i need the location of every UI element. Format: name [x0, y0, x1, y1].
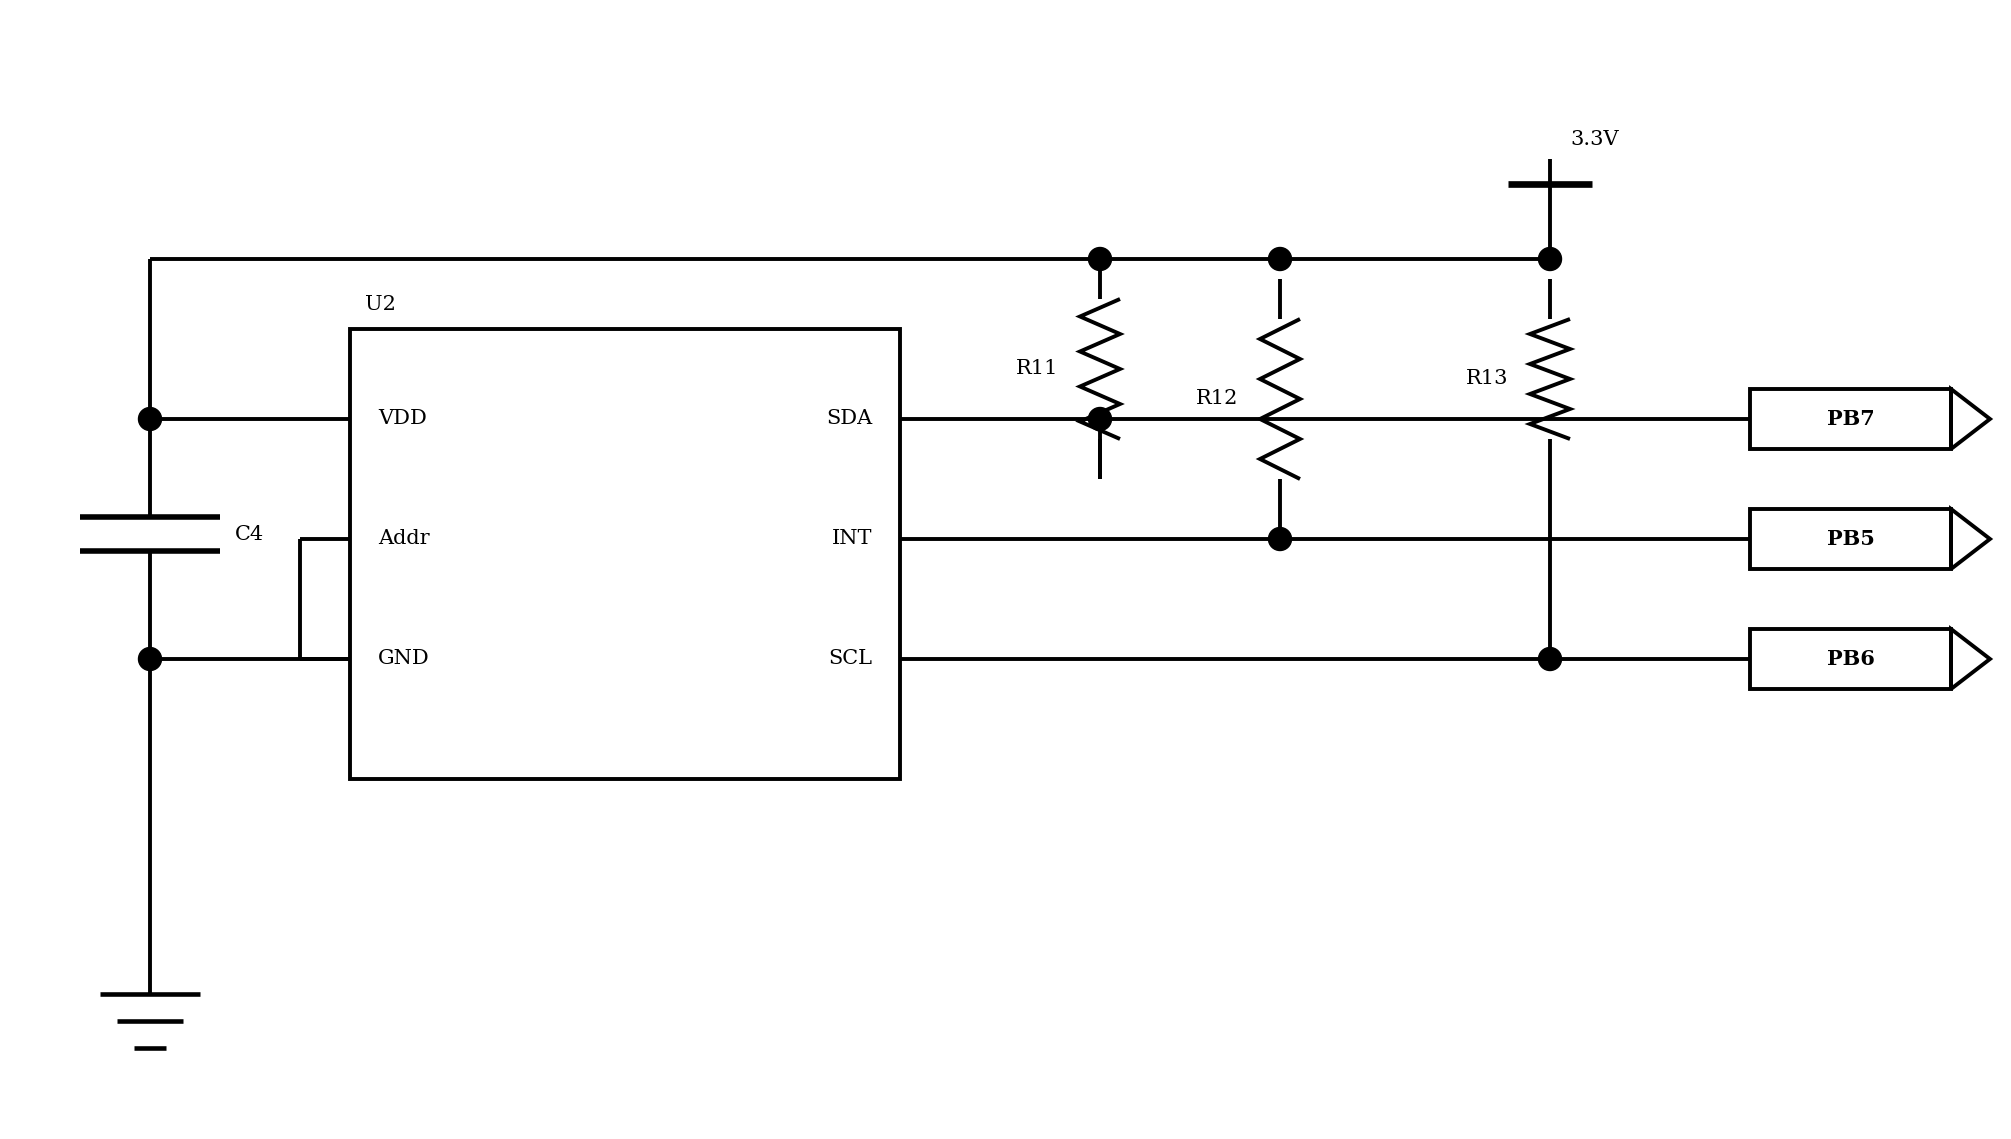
FancyBboxPatch shape: [350, 329, 901, 779]
Text: 3.3V: 3.3V: [1571, 130, 1619, 149]
Text: GND: GND: [378, 649, 430, 669]
FancyBboxPatch shape: [1750, 509, 1951, 570]
Circle shape: [1538, 647, 1561, 671]
Text: PB6: PB6: [1826, 649, 1874, 669]
Text: PB7: PB7: [1826, 409, 1874, 429]
Text: PB5: PB5: [1826, 528, 1874, 549]
Text: SCL: SCL: [829, 649, 873, 669]
Text: Addr: Addr: [378, 530, 430, 549]
Text: C4: C4: [235, 524, 263, 543]
Circle shape: [1088, 408, 1112, 431]
Circle shape: [1538, 247, 1561, 270]
Text: INT: INT: [831, 530, 873, 549]
Text: U2: U2: [366, 295, 396, 314]
Text: VDD: VDD: [378, 410, 426, 428]
Circle shape: [1088, 247, 1112, 270]
Circle shape: [1269, 527, 1291, 550]
FancyBboxPatch shape: [1750, 629, 1951, 689]
Text: R11: R11: [1016, 360, 1058, 378]
Circle shape: [139, 647, 161, 671]
Circle shape: [1269, 247, 1291, 270]
Circle shape: [139, 408, 161, 431]
FancyBboxPatch shape: [1750, 390, 1951, 449]
Text: R12: R12: [1197, 390, 1239, 409]
Text: R13: R13: [1466, 369, 1508, 388]
Text: SDA: SDA: [827, 410, 873, 428]
